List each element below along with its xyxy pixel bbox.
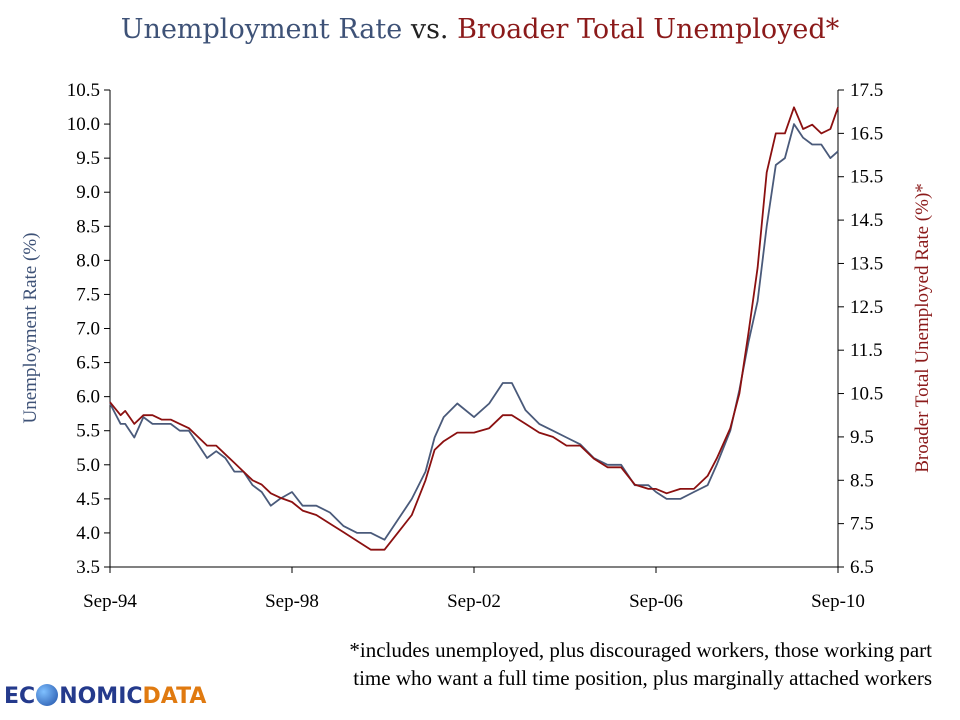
- globe-icon: [36, 684, 59, 706]
- logo-text-data: DATA: [142, 684, 207, 709]
- title-unemployment-rate: Unemployment Rate: [120, 14, 403, 45]
- chart-title: Unemployment Rate vs. Broader Total Unem…: [0, 14, 960, 45]
- right-tick-label: 8.5: [850, 470, 874, 491]
- left-tick-label: 5.0: [76, 455, 100, 476]
- right-tick-label: 12.5: [850, 297, 883, 318]
- right-axis-ticks: 6.5 7.5 8.5 9.5 10.5 11.5 12.5 13.5 14.5 15.5 16.5…: [838, 80, 883, 578]
- title-vs: vs.: [402, 14, 458, 45]
- x-tick-label: Sep-02: [447, 591, 501, 612]
- x-tick-label: Sep-10: [811, 591, 865, 612]
- right-tick-label: 15.5: [850, 167, 883, 188]
- footnote-line-2: time who want a full time position, plus…: [353, 666, 932, 690]
- left-tick-label: 5.5: [76, 421, 100, 442]
- logo-text-ec: EC: [4, 684, 36, 709]
- left-tick-label: 6.5: [76, 353, 100, 374]
- left-tick-label: 6.0: [76, 387, 100, 408]
- left-tick-label: 9.5: [76, 148, 100, 169]
- right-tick-label: 14.5: [850, 210, 883, 231]
- chart-axes: [109, 90, 839, 568]
- right-tick-label: 7.5: [850, 514, 874, 535]
- y-axis-label-right: Broader Total Unemployed Rate (%)*: [912, 183, 933, 473]
- title-broader-unemployed: Broader Total Unemployed*: [457, 14, 840, 45]
- y-axis-label-left: Unemployment Rate (%): [20, 232, 41, 423]
- x-axis-ticks: Sep-94 Sep-98 Sep-02 Sep-06 Sep-10: [83, 567, 865, 612]
- left-tick-label: 4.0: [76, 523, 100, 544]
- left-tick-label: 8.0: [76, 250, 100, 271]
- left-tick-label: 8.5: [76, 216, 100, 237]
- x-tick-label: Sep-94: [83, 591, 137, 612]
- left-tick-label: 4.5: [76, 489, 100, 510]
- left-axis-ticks: 3.5 4.0 4.5 5.0 5.5 6.0 6.5 7.0 7.5 8.0 8.5 9.0 9.5 1…: [67, 80, 110, 578]
- econompicdata-logo: EC NOMICDATA: [4, 684, 206, 712]
- unemployment-rate-line: [109, 123, 839, 541]
- left-tick-label: 7.0: [76, 319, 100, 340]
- right-tick-label: 13.5: [850, 253, 883, 274]
- series-lines: [109, 106, 839, 551]
- footnote: *includes unemployed, plus discouraged w…: [200, 636, 932, 692]
- left-tick-label: 7.5: [76, 284, 100, 305]
- right-tick-label: 16.5: [850, 123, 883, 144]
- left-tick-label: 9.0: [76, 182, 100, 203]
- right-tick-label: 10.5: [850, 384, 883, 405]
- right-tick-label: 6.5: [850, 557, 874, 578]
- left-tick-label: 10.5: [67, 80, 100, 101]
- right-tick-label: 11.5: [850, 340, 883, 361]
- x-tick-label: Sep-98: [265, 591, 319, 612]
- logo-text-nomic: NOMIC: [59, 684, 143, 709]
- broader-unemployed-line: [109, 106, 839, 551]
- right-tick-label: 9.5: [850, 427, 874, 448]
- right-tick-label: 17.5: [850, 80, 883, 101]
- footnote-line-1: *includes unemployed, plus discouraged w…: [349, 638, 932, 662]
- left-tick-label: 3.5: [76, 557, 100, 578]
- left-tick-label: 10.0: [67, 114, 100, 135]
- x-tick-label: Sep-06: [629, 591, 683, 612]
